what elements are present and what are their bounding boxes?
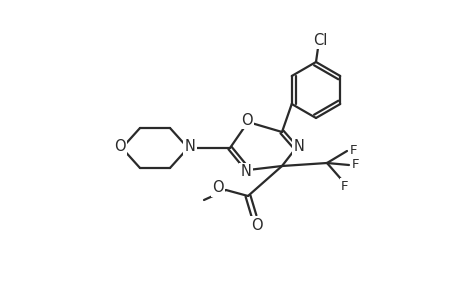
Text: N: N bbox=[293, 139, 304, 154]
Text: F: F bbox=[349, 143, 357, 157]
Text: O: O bbox=[241, 112, 252, 128]
Text: F: F bbox=[341, 179, 348, 193]
Text: N: N bbox=[184, 139, 195, 154]
Text: N: N bbox=[240, 164, 251, 179]
Text: Cl: Cl bbox=[312, 32, 326, 47]
Text: O: O bbox=[251, 218, 262, 232]
Text: F: F bbox=[352, 158, 359, 170]
Text: O: O bbox=[114, 139, 126, 154]
Text: O: O bbox=[212, 181, 224, 196]
